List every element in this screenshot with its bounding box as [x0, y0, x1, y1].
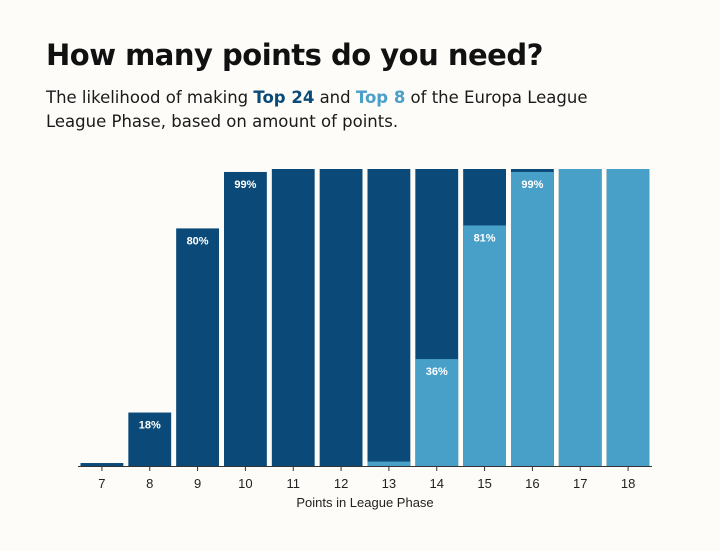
- x-axis-title: Points in League Phase: [296, 495, 433, 510]
- label-top8-14: 36%: [426, 366, 448, 378]
- x-tick-label-12: 12: [334, 476, 348, 491]
- label-top24-9: 80%: [187, 235, 209, 247]
- x-tick-label-14: 14: [430, 476, 444, 491]
- bars-group: 18% 80% 99% 36% 81% 99%: [80, 169, 650, 466]
- x-tick-label-17: 17: [573, 476, 587, 491]
- chart-subtitle: The likelihood of making Top 24 and Top …: [46, 86, 646, 134]
- x-tick-label-8: 8: [146, 476, 153, 491]
- bar-top24-13: [367, 169, 411, 466]
- label-top24-8: 18%: [139, 420, 161, 432]
- x-tick-label-10: 10: [238, 476, 252, 491]
- bar-top24-11: [271, 169, 315, 466]
- x-tick-label-7: 7: [98, 476, 105, 491]
- subtitle-text-2: and: [314, 88, 356, 107]
- bar-top8-16: [511, 171, 554, 466]
- x-tick-label-11: 11: [287, 476, 301, 491]
- x-tick-label-18: 18: [621, 476, 635, 491]
- x-tick-label-9: 9: [194, 476, 201, 491]
- x-tick-label-13: 13: [382, 476, 396, 491]
- bar-top8-17: [558, 169, 602, 466]
- bar-top8-18: [606, 169, 650, 466]
- bar-top24-12: [319, 169, 363, 466]
- label-top8-15: 81%: [474, 232, 496, 244]
- bar-top8-15: [463, 225, 506, 466]
- bar-top24-10: [224, 171, 267, 466]
- bar-top8-14: [415, 359, 459, 466]
- x-tick-group: 7 8 9 10 11 12 13 14 15 16 17 18: [98, 466, 635, 491]
- bar-top24-7: [80, 463, 124, 466]
- label-top8-16: 99%: [521, 179, 543, 191]
- top8-highlight: Top 8: [355, 88, 406, 107]
- label-top24-10: 99%: [234, 179, 256, 191]
- bar-top24-8: [128, 412, 172, 466]
- bar-top24-9: [176, 228, 219, 466]
- top24-highlight: Top 24: [253, 88, 315, 107]
- bar-top8-13: [367, 461, 411, 466]
- subtitle-text-1: The likelihood of making: [46, 88, 254, 107]
- chart-title: How many points do you need?: [46, 38, 543, 72]
- x-tick-label-15: 15: [477, 476, 491, 491]
- x-tick-label-16: 16: [525, 476, 539, 491]
- subtitle-text-3: of the Europa League League Phase, based…: [46, 88, 588, 131]
